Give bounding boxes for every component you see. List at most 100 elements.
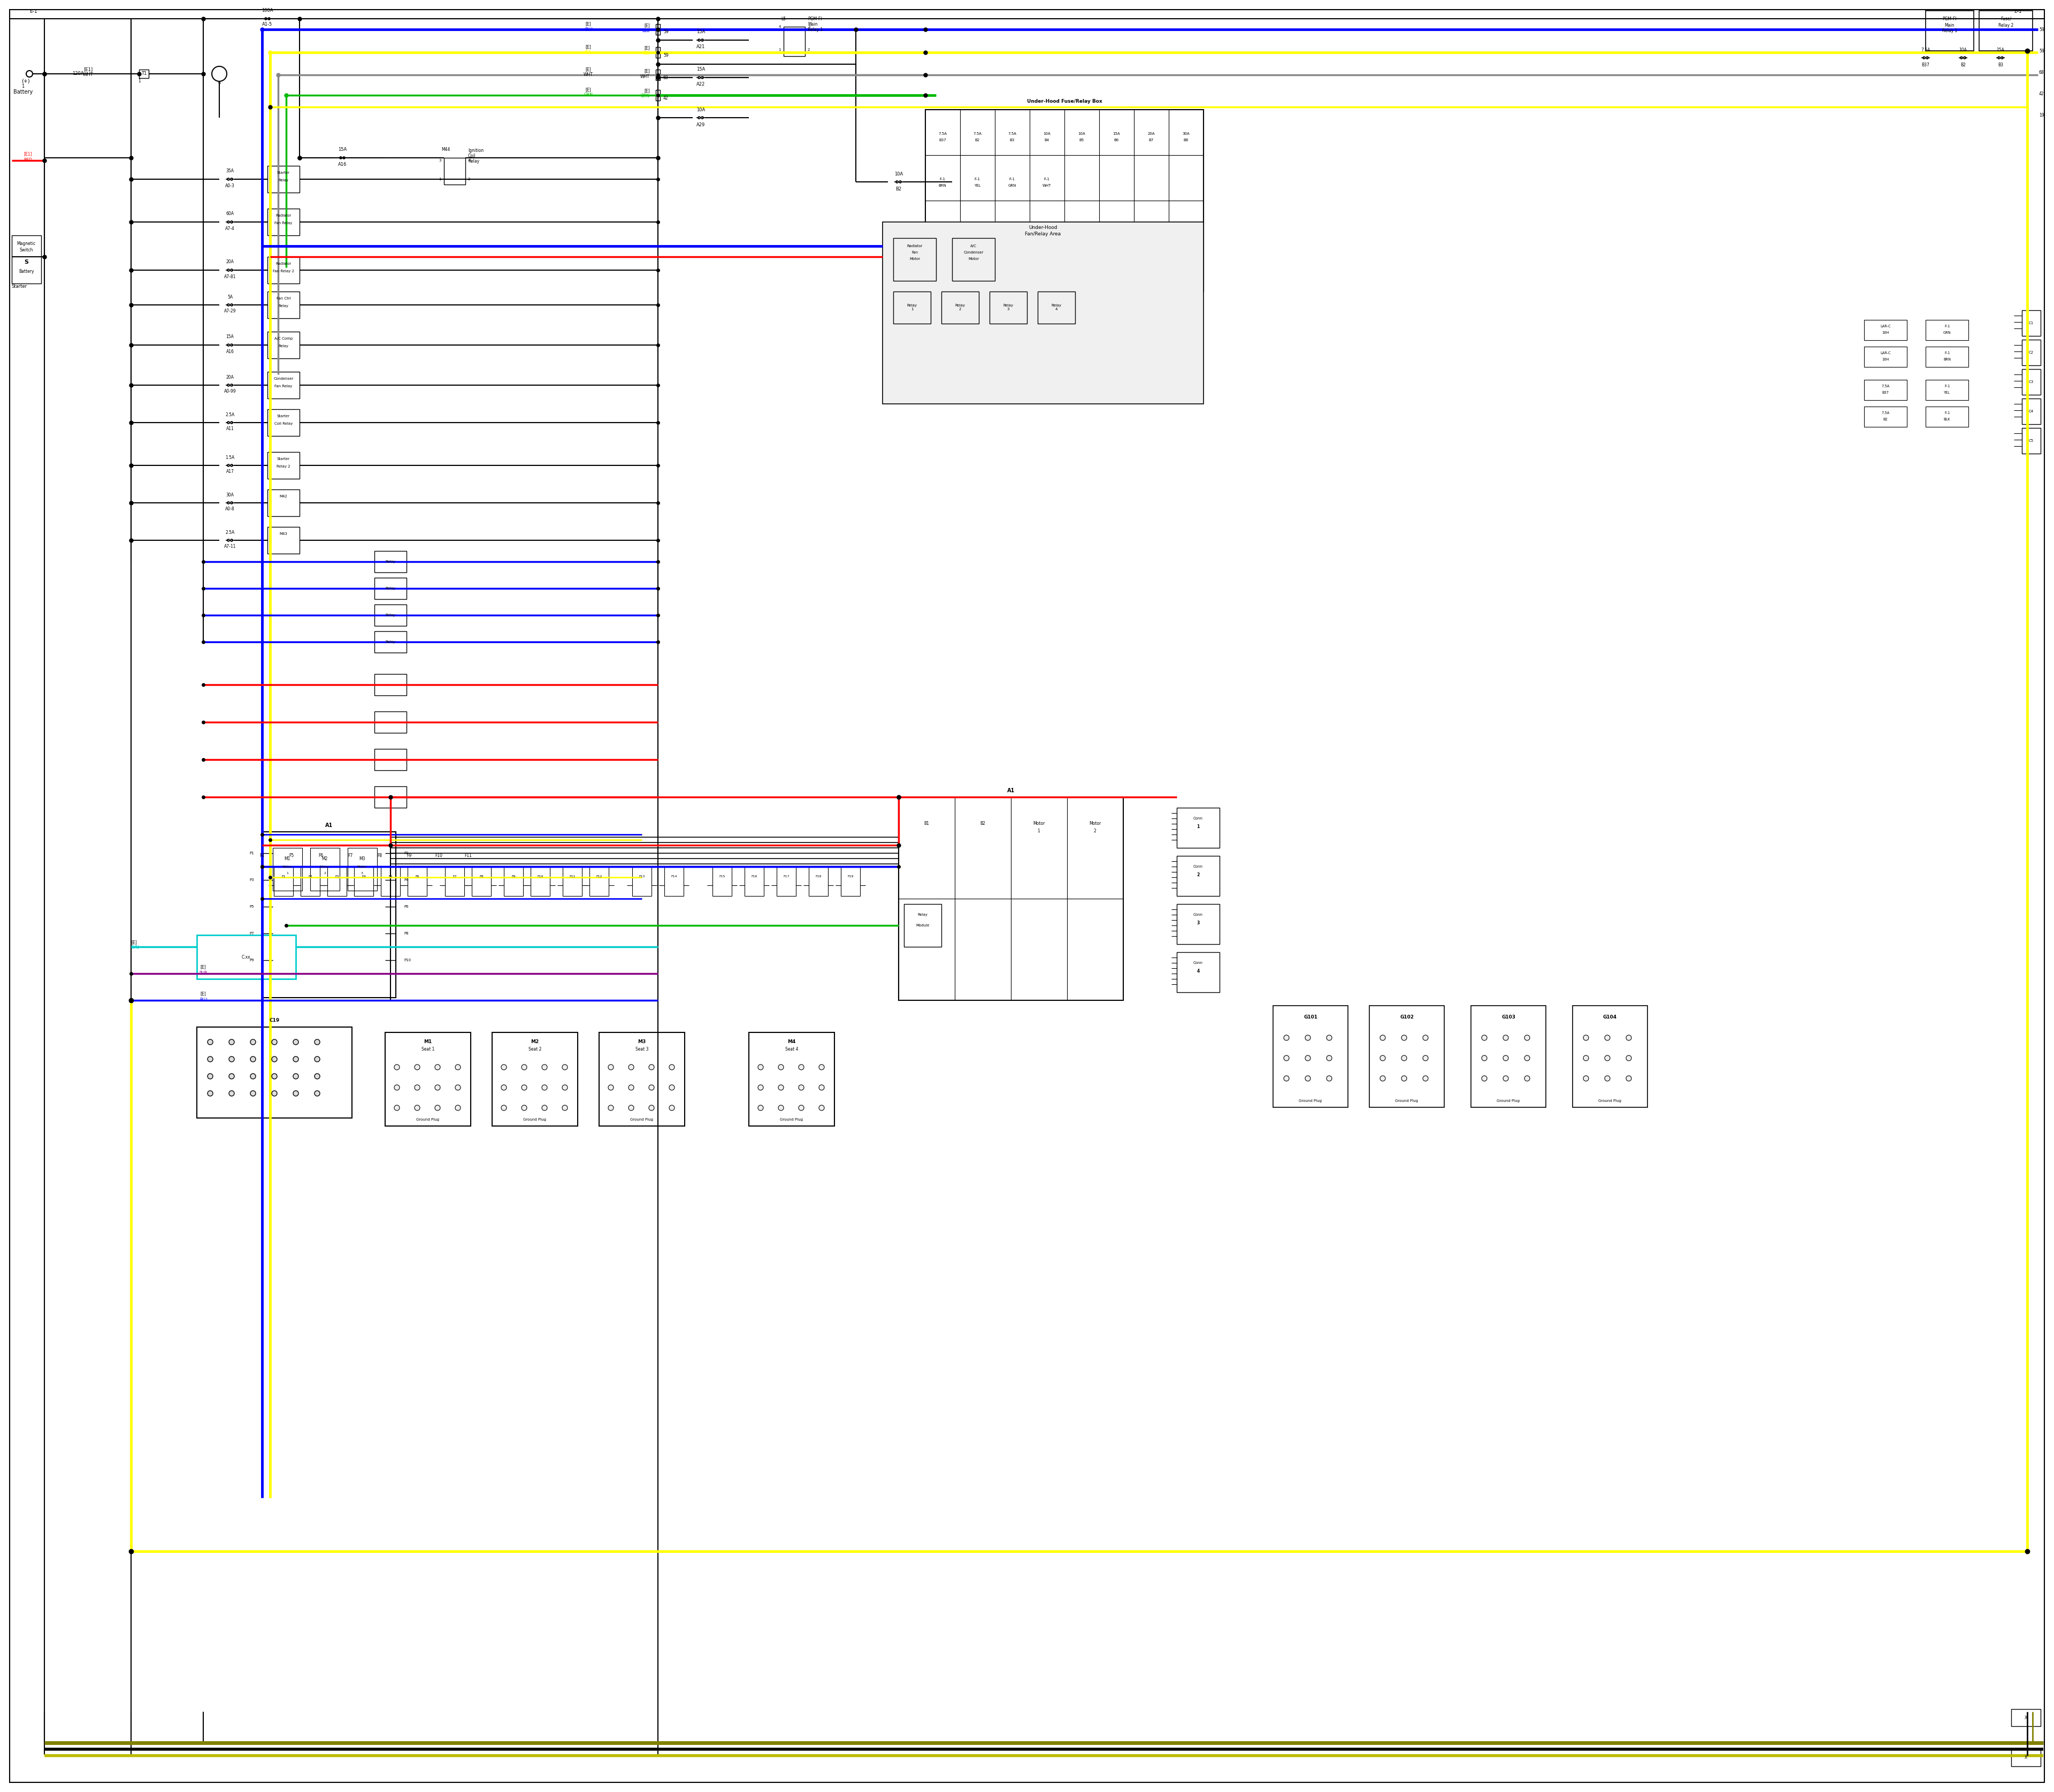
Circle shape	[522, 1084, 528, 1090]
Text: Relay: Relay	[386, 613, 396, 616]
Text: 20A: 20A	[1148, 133, 1154, 136]
Text: Motor: Motor	[320, 866, 329, 867]
Circle shape	[314, 1091, 320, 1097]
Circle shape	[294, 1039, 298, 1045]
Circle shape	[563, 1106, 567, 1111]
Text: Motor: Motor	[1033, 821, 1045, 826]
Bar	[300, 867, 320, 896]
Circle shape	[501, 1084, 507, 1090]
Circle shape	[799, 1064, 803, 1070]
Text: GRN: GRN	[641, 93, 649, 99]
Text: BLU: BLU	[585, 27, 592, 32]
Text: A16: A16	[339, 163, 347, 167]
Bar	[1177, 808, 1220, 848]
Text: 7.5A: 7.5A	[1009, 133, 1017, 136]
Bar	[600, 1032, 684, 1125]
Circle shape	[1481, 1075, 1487, 1081]
Circle shape	[522, 1106, 528, 1111]
Text: P1: P1	[249, 851, 255, 855]
Text: Fan Relay: Fan Relay	[275, 385, 292, 387]
Circle shape	[1524, 1055, 1530, 1061]
Text: 4: 4	[778, 25, 781, 29]
Circle shape	[228, 1073, 234, 1079]
Text: Starter: Starter	[277, 457, 290, 461]
Text: A/C Comp: A/C Comp	[275, 337, 292, 340]
Text: F4: F4	[259, 853, 265, 858]
Bar	[2011, 1749, 2040, 1767]
Text: Relay: Relay	[468, 159, 479, 163]
Bar	[444, 158, 466, 185]
Text: B37: B37	[1881, 391, 1890, 394]
Text: YEL: YEL	[1943, 391, 1949, 394]
Text: 4: 4	[468, 159, 470, 161]
Text: 3: 3	[1197, 921, 1200, 925]
Text: 2.5A: 2.5A	[226, 412, 234, 418]
Bar	[776, 867, 797, 896]
Circle shape	[758, 1106, 764, 1111]
Circle shape	[212, 66, 226, 81]
Bar	[1927, 407, 1968, 426]
Bar	[374, 711, 407, 733]
Text: F14: F14	[672, 874, 678, 878]
Bar	[446, 867, 464, 896]
Text: A/C: A/C	[969, 244, 978, 247]
Text: B2: B2	[1884, 418, 1888, 421]
Bar	[655, 70, 659, 81]
Text: F17: F17	[783, 874, 789, 878]
Text: Seat 4: Seat 4	[785, 1047, 799, 1052]
Bar	[1177, 903, 1220, 944]
Circle shape	[670, 1084, 674, 1090]
Circle shape	[228, 1091, 234, 1097]
Circle shape	[1584, 1055, 1588, 1061]
Text: [E]: [E]	[645, 88, 649, 93]
Text: WHT: WHT	[1043, 185, 1052, 186]
Bar	[1177, 952, 1220, 993]
Text: C19: C19	[269, 1018, 279, 1023]
Circle shape	[1327, 1036, 1331, 1041]
Bar	[530, 867, 550, 896]
Text: Relay: Relay	[279, 344, 288, 348]
Circle shape	[1627, 1055, 1631, 1061]
Circle shape	[629, 1106, 635, 1111]
Text: 15A: 15A	[696, 66, 705, 72]
Circle shape	[1284, 1036, 1290, 1041]
Circle shape	[456, 1064, 460, 1070]
Text: A7-4: A7-4	[226, 226, 234, 231]
Circle shape	[27, 70, 33, 77]
Text: M42: M42	[279, 495, 288, 498]
Circle shape	[394, 1064, 401, 1070]
Text: A17: A17	[226, 470, 234, 475]
Text: 2.5A: 2.5A	[226, 530, 234, 534]
Text: F7: F7	[452, 874, 456, 878]
Text: F-1: F-1	[1945, 412, 1949, 414]
Text: [E]: [E]	[201, 964, 205, 969]
Circle shape	[1604, 1036, 1610, 1041]
Circle shape	[314, 1057, 320, 1063]
Circle shape	[271, 1057, 277, 1063]
Text: P7: P7	[249, 932, 255, 935]
Text: Seat 3: Seat 3	[635, 1047, 649, 1052]
Circle shape	[778, 1106, 785, 1111]
Bar	[904, 903, 941, 946]
Text: F9: F9	[511, 874, 516, 878]
Bar	[1273, 1005, 1347, 1107]
Text: F2: F2	[308, 874, 312, 878]
Text: E-1: E-1	[2015, 9, 2021, 14]
Text: B2: B2	[976, 138, 980, 142]
Text: M3: M3	[639, 1039, 645, 1045]
Bar	[1177, 857, 1220, 896]
Bar	[926, 109, 1204, 292]
Text: Fuse/: Fuse/	[2001, 16, 2011, 22]
Bar	[2021, 310, 2040, 335]
Circle shape	[542, 1106, 546, 1111]
Circle shape	[271, 1039, 277, 1045]
Bar	[267, 452, 300, 478]
Bar	[374, 604, 407, 625]
Circle shape	[1604, 1075, 1610, 1081]
Circle shape	[542, 1064, 546, 1070]
Text: [E1]: [E1]	[84, 66, 92, 72]
Text: Coil: Coil	[468, 154, 477, 159]
Bar	[1865, 380, 1906, 400]
Text: 7.5A: 7.5A	[1881, 385, 1890, 387]
Circle shape	[629, 1064, 635, 1070]
